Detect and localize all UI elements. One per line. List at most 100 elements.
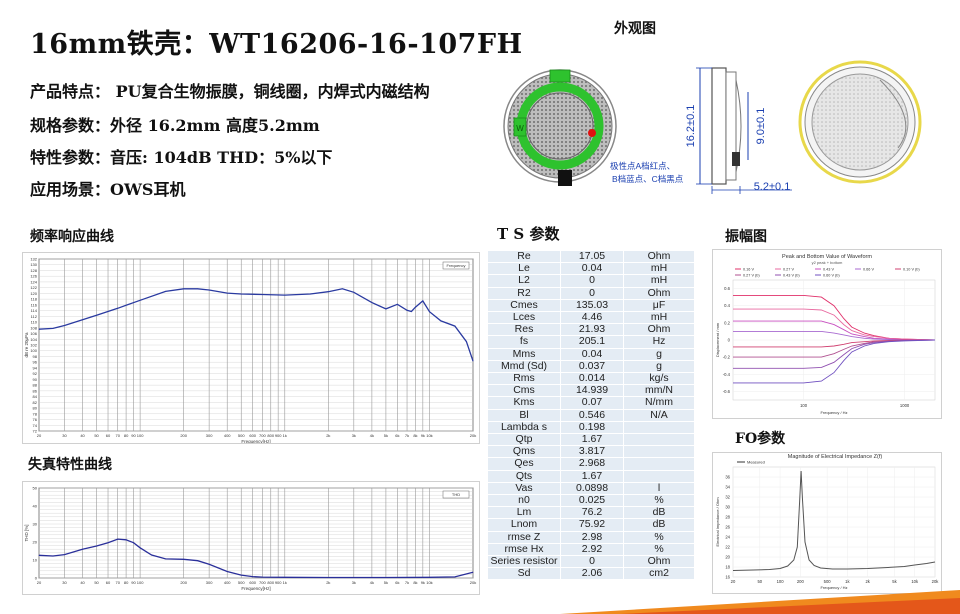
ts-param-unit: % bbox=[623, 530, 695, 544]
data-point bbox=[415, 306, 416, 308]
x-tick-label: 900 bbox=[275, 433, 282, 438]
legend-label: THD bbox=[452, 492, 460, 497]
x-tick-label: 500 bbox=[238, 433, 245, 438]
y-tick-label: 0.2 bbox=[724, 320, 730, 325]
y-tick-label: 126 bbox=[30, 274, 37, 279]
x-tick-label: 90 bbox=[131, 580, 136, 585]
ts-param-value: 0.0898 bbox=[560, 481, 624, 496]
ts-row: Mmd (Sd) 0.037 g bbox=[487, 359, 695, 374]
data-point bbox=[96, 545, 97, 547]
ts-row: Sd 2.06 cm2 bbox=[487, 567, 695, 581]
x-tick-label: 50 bbox=[94, 580, 99, 585]
data-point bbox=[197, 560, 199, 562]
data-point bbox=[252, 576, 254, 577]
data-point bbox=[208, 563, 210, 565]
ts-row: Qes 2.968 bbox=[487, 457, 695, 471]
x-tick-label: 80 bbox=[124, 433, 129, 438]
ts-row: L2 0 mH bbox=[487, 274, 695, 288]
ts-row: Qtp 1.67 bbox=[487, 433, 695, 447]
x-axis-label: Frequency[Hz] bbox=[241, 439, 270, 444]
x-tick-label: 400 bbox=[224, 433, 231, 438]
y-tick-label: 24 bbox=[725, 535, 730, 540]
x-tick-label: 20k bbox=[932, 579, 940, 584]
y-tick-label: 82 bbox=[33, 400, 38, 405]
x-tick-label: 2k bbox=[326, 580, 330, 585]
data-point bbox=[327, 291, 329, 293]
ts-param-value: 75.92 bbox=[560, 518, 624, 532]
data-point bbox=[165, 558, 166, 560]
y-tick-label: 32 bbox=[725, 495, 730, 500]
y-tick-label: 104 bbox=[30, 337, 37, 342]
x-tick-label: 500 bbox=[238, 580, 245, 585]
data-point bbox=[353, 291, 355, 293]
x-tick-label: 100 bbox=[777, 579, 785, 584]
ts-row: Lnom 75.92 dB bbox=[487, 518, 695, 532]
legend-box bbox=[442, 490, 470, 499]
x-tick-label: 1000 bbox=[900, 403, 910, 408]
y-tick-label: 0.6 bbox=[724, 286, 730, 291]
legend-label: 0.43 V (b) bbox=[783, 274, 800, 278]
x-tick-label: 10k bbox=[426, 580, 432, 585]
ts-param-name: Sd bbox=[487, 567, 561, 581]
ts-param-value: 0 bbox=[560, 274, 624, 288]
data-point bbox=[261, 576, 263, 578]
ts-param-value: 2.98 bbox=[560, 530, 624, 544]
x-tick-label: 3k bbox=[352, 433, 356, 438]
ts-param-value: 2.968 bbox=[560, 457, 624, 471]
x-tick-label: 1k bbox=[283, 580, 287, 585]
ts-row: Vas 0.0898 l bbox=[487, 481, 695, 496]
series-line bbox=[733, 339, 935, 348]
x-tick-label: 8k bbox=[413, 580, 417, 585]
x-tick-label: 7k bbox=[405, 433, 409, 438]
x-tick-label: 8k bbox=[413, 433, 417, 438]
y-tick-label: 130 bbox=[30, 262, 37, 267]
ts-param-value: 3.817 bbox=[560, 445, 624, 459]
fr-heading: 频率响应曲线 bbox=[30, 229, 114, 245]
data-point bbox=[309, 293, 311, 295]
data-point bbox=[261, 294, 263, 295]
y-tick-label: -0.2 bbox=[723, 355, 731, 360]
side-view: 16.2±0.1 9.0±0.1 5.2±0.1 bbox=[685, 67, 792, 194]
ts-row: Re 17.05 Ohm bbox=[487, 249, 695, 264]
x-tick-label: 3k bbox=[352, 580, 356, 585]
data-point bbox=[440, 320, 442, 322]
ts-param-value: 0.037 bbox=[560, 359, 624, 374]
y-tick-label: 100 bbox=[30, 348, 37, 353]
x-tick-label: 20 bbox=[731, 579, 736, 584]
ts-row: Le 0.04 mH bbox=[487, 262, 695, 276]
ts-param-unit: μF bbox=[623, 298, 695, 313]
ts-param-value: 21.93 bbox=[560, 323, 624, 337]
y-tick-label: 128 bbox=[30, 268, 37, 273]
y-tick-label: 84 bbox=[33, 394, 38, 399]
y-tick-label: 122 bbox=[30, 285, 37, 290]
x-tick-label: 20k bbox=[470, 433, 476, 438]
chart-subtitle: y2 peak + bottom bbox=[812, 260, 843, 265]
ts-param-unit: mH bbox=[623, 262, 695, 276]
data-point bbox=[96, 314, 97, 316]
ts-param-unit: Hz bbox=[623, 335, 695, 349]
data-point bbox=[52, 327, 54, 329]
x-tick-label: 600 bbox=[249, 433, 256, 438]
ts-row: Cms 14.939 mm/N bbox=[487, 384, 695, 398]
ts-param-unit: mH bbox=[623, 311, 695, 325]
ts-param-value: 4.46 bbox=[560, 311, 624, 325]
ts-param-value: 205.1 bbox=[560, 335, 624, 349]
thd-chart: 0 10 20 30 40 50 20 30 40 50 60 70 80 90 100 200 300 400 5… bbox=[22, 481, 480, 595]
ts-row: Bl 0.546 N/A bbox=[487, 408, 695, 422]
x-tick-label: 100 bbox=[137, 580, 144, 585]
x-tick-label: 9k bbox=[421, 433, 425, 438]
ts-row: Kms 0.07 N/mm bbox=[487, 396, 695, 410]
terminal-pad-top bbox=[549, 69, 571, 83]
x-tick-label: 100 bbox=[137, 433, 144, 438]
ts-param-name: Series resistor bbox=[487, 555, 561, 569]
ts-heading: T S 参数 bbox=[497, 225, 560, 243]
x-tick-label: 10k bbox=[426, 433, 432, 438]
y-tick-label: 94 bbox=[33, 365, 38, 370]
front-view: W bbox=[503, 69, 617, 186]
ts-param-unit bbox=[623, 420, 695, 435]
ts-param-name: Re bbox=[487, 249, 561, 264]
series-line bbox=[733, 320, 936, 341]
ts-param-value: 0 bbox=[560, 555, 624, 569]
ts-param-value: 2.92 bbox=[560, 542, 624, 557]
ts-param-value: 135.03 bbox=[560, 298, 624, 313]
